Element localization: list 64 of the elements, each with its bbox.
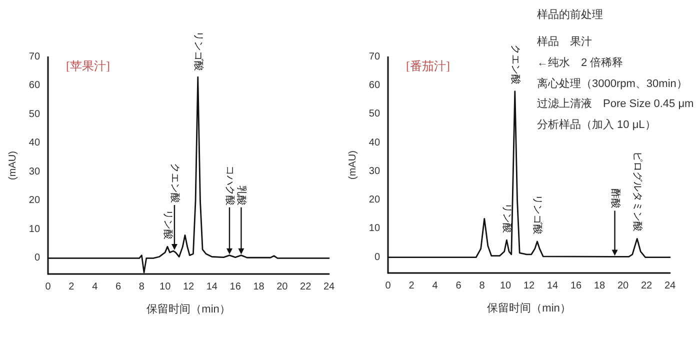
- y-tick-label: 40: [368, 137, 380, 148]
- x-tick-label: 8: [479, 280, 486, 292]
- y-tick-label: 50: [28, 108, 40, 120]
- x-tick-label: 8: [138, 282, 145, 292]
- x-tick-label: 16: [570, 280, 582, 292]
- x-tick-label: 10: [500, 280, 512, 292]
- x-tick-label: 18: [594, 280, 606, 292]
- y-tick-label: 10: [28, 224, 40, 235]
- annotation: ピログルタミン酸: [632, 152, 644, 232]
- x-tick-label: 6: [456, 280, 462, 292]
- annotation: リン酸: [501, 203, 514, 234]
- chart-title: [番茄汁]: [406, 59, 450, 73]
- chart-title: [苹果汁]: [66, 59, 110, 73]
- y-tick-label: 70: [368, 52, 380, 62]
- annotation: ←纯水 2 倍稀释: [537, 56, 624, 71]
- annotation: リン酸: [162, 210, 174, 240]
- x-tick-label: 14: [206, 282, 218, 292]
- x-axis-title: 保留时间（min）: [487, 302, 571, 314]
- annotation: 乳酸: [236, 185, 248, 206]
- x-tick-label: 6: [115, 282, 122, 292]
- y-tick-label: 30: [368, 166, 380, 177]
- x-tick-label: 0: [45, 282, 52, 292]
- annotation: クエン酸: [509, 44, 522, 84]
- y-tick-label: 70: [28, 52, 40, 62]
- x-tick-label: 22: [640, 280, 652, 292]
- annotation: コハク酸: [224, 165, 236, 206]
- x-tick-label: 20: [276, 282, 288, 292]
- x-tick-label: 4: [92, 282, 98, 292]
- x-tick-label: 14: [546, 280, 559, 292]
- y-tick-label: 20: [28, 195, 40, 206]
- y-tick-label: 20: [368, 194, 380, 206]
- x-tick-label: 10: [160, 282, 172, 292]
- annotation: 分析样品（加入 10 μL）: [537, 118, 657, 134]
- text: 样品的前处理: [537, 8, 604, 23]
- annotation: 离心处理（3000rpm、30min）: [537, 76, 688, 92]
- annotation: 酢酸: [609, 188, 622, 209]
- x-tick-label: 24: [664, 280, 676, 292]
- y-axis-title: (mAU): [8, 151, 18, 180]
- y-tick-label: 40: [28, 138, 40, 149]
- y-tick-label: 0: [34, 252, 40, 264]
- annotation: リンゴ酸: [532, 194, 544, 235]
- y-tick-label: 60: [28, 80, 40, 92]
- y-tick-label: 0: [374, 252, 380, 263]
- annotation: クエン酸: [168, 163, 181, 204]
- x-tick-label: 2: [68, 282, 75, 292]
- x-tick-label: 2: [408, 280, 415, 292]
- x-tick-label: 16: [230, 282, 242, 292]
- x-tick-label: 4: [432, 280, 438, 292]
- x-tick-label: 24: [323, 282, 335, 292]
- y-tick-label: 10: [368, 223, 380, 234]
- x-tick-label: 12: [182, 282, 195, 292]
- text: 样品 果汁: [537, 34, 593, 50]
- x-tick-label: 20: [617, 280, 630, 292]
- y-tick-label: 50: [368, 108, 380, 120]
- x-tick-label: 22: [300, 282, 312, 292]
- y-axis-title: (mAU): [348, 150, 358, 180]
- annotation: リンゴ酸: [192, 31, 204, 72]
- x-axis-title: 保留时间（min）: [146, 302, 230, 316]
- y-tick-label: 60: [368, 80, 380, 92]
- y-tick-label: 30: [28, 166, 40, 178]
- x-tick-label: 12: [523, 280, 536, 292]
- annotation: 过滤上清液 Pore Size 0.45 μm: [537, 97, 695, 112]
- x-tick-label: 18: [253, 282, 265, 292]
- x-tick-label: 0: [385, 280, 392, 292]
